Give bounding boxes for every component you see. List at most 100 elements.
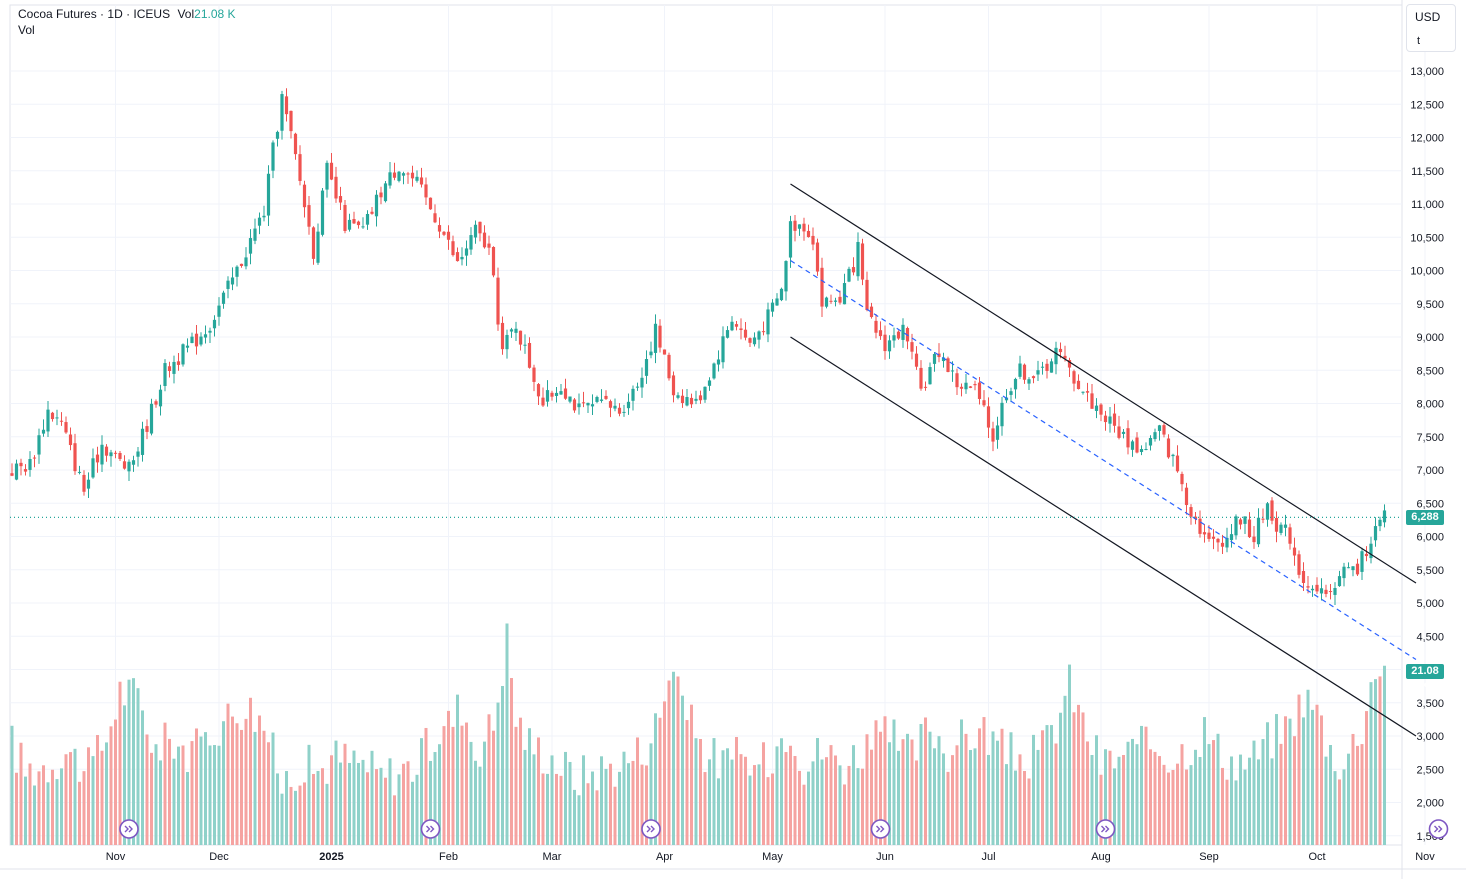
currency-unit-selector[interactable]: USD t	[1406, 4, 1456, 52]
candle-body	[455, 252, 460, 262]
volume-bar	[1288, 718, 1292, 845]
candle-body	[775, 298, 779, 306]
volume-bar	[843, 784, 846, 845]
candle-body	[1229, 534, 1234, 541]
candle-body	[158, 389, 163, 407]
volume-bar	[730, 759, 734, 845]
candle-body	[973, 384, 977, 386]
volume-bar	[847, 765, 851, 845]
time-tick-label: Dec	[209, 851, 229, 863]
volume-bar	[1032, 734, 1035, 845]
candle-body	[140, 428, 145, 455]
price-tick-label: 11,000	[1411, 199, 1444, 211]
volume-bar	[181, 745, 185, 845]
volume-bar	[127, 679, 131, 845]
volume-bar	[105, 742, 108, 845]
candle-body	[1058, 348, 1063, 353]
candle-body	[1292, 547, 1297, 556]
candle-body	[770, 302, 775, 312]
candle-body	[1135, 437, 1139, 453]
candle-body	[563, 388, 568, 399]
candle-body	[766, 309, 770, 335]
candle-body	[757, 331, 761, 340]
volume-bar	[262, 730, 266, 845]
volume-bar	[465, 722, 468, 845]
volume-bar	[861, 768, 864, 845]
volume-bar	[699, 738, 702, 845]
volume-bar	[1027, 778, 1031, 845]
arrow-right-circle-icon[interactable]	[1095, 819, 1116, 839]
candle-body	[779, 288, 784, 301]
candle-body	[307, 205, 311, 227]
volume-bar	[447, 710, 450, 845]
candle-body	[1382, 510, 1387, 523]
volume-bar	[609, 763, 612, 845]
volume-bar	[564, 751, 567, 845]
candle-body	[1355, 563, 1360, 575]
arrow-right-circle-icon[interactable]	[1428, 819, 1449, 839]
candle-body	[860, 243, 865, 280]
candle-body	[941, 357, 946, 362]
candle-body	[559, 391, 563, 395]
candle-body	[1301, 571, 1306, 583]
volume-bar	[87, 747, 90, 845]
volume-bar	[469, 741, 473, 845]
symbol-name[interactable]: Cocoa Futures	[18, 7, 97, 21]
interval-label[interactable]: 1D	[107, 7, 123, 21]
volume-bar	[1063, 695, 1067, 845]
volume-bar	[802, 784, 806, 845]
candle-body	[1328, 591, 1333, 593]
volume-bar	[1086, 741, 1089, 845]
volume-bar	[1005, 764, 1008, 845]
arrow-right-circle-icon[interactable]	[870, 819, 891, 839]
volume-bar	[519, 717, 522, 845]
arrow-right-circle-icon[interactable]	[641, 819, 661, 839]
candle-body	[190, 336, 194, 344]
candle-body	[991, 428, 995, 442]
arrow-right-circle-icon[interactable]	[420, 819, 441, 839]
volume-bar	[1239, 754, 1242, 845]
candle-body	[599, 399, 604, 401]
candle-body	[1207, 532, 1211, 539]
volume-bar	[667, 680, 671, 845]
volume-bar	[69, 752, 72, 845]
volume-bar	[388, 758, 392, 845]
candle-body	[901, 324, 905, 340]
candle-body	[1130, 441, 1135, 450]
candle-body	[1180, 473, 1184, 485]
volume-bar	[267, 742, 270, 845]
price-tick-label: 7,500	[1416, 432, 1444, 444]
volume-bar	[258, 715, 261, 845]
candle-body	[1333, 587, 1337, 595]
candle-body	[388, 172, 392, 186]
candle-body	[464, 248, 469, 256]
candle-body	[847, 268, 851, 282]
candle-body	[199, 336, 203, 345]
volume-bar	[82, 771, 86, 845]
volume-bar	[892, 719, 896, 845]
volume-bar	[91, 756, 95, 845]
candle-body	[707, 380, 712, 386]
volume-bar	[136, 688, 140, 845]
price-tick-label: 8,500	[1416, 365, 1444, 377]
volume-bar	[645, 765, 648, 845]
volume-bar	[627, 763, 630, 845]
candle-body	[127, 461, 131, 472]
candle-body	[1252, 536, 1256, 543]
candle-body	[595, 397, 599, 402]
volume-bar	[595, 790, 599, 845]
candle-body	[1126, 428, 1130, 448]
volume-bar	[150, 752, 153, 845]
arrow-right-circle-icon[interactable]	[119, 819, 139, 839]
candle-body	[1202, 532, 1207, 535]
candle-body	[1085, 391, 1090, 393]
volume-bar	[1081, 712, 1085, 845]
candle-body	[743, 329, 748, 338]
volume-bar	[483, 741, 486, 845]
candle-body	[14, 463, 19, 480]
volume-bar	[798, 770, 801, 845]
volume-bar	[1068, 664, 1071, 845]
legend-symbol-row[interactable]: Cocoa Futures · 1D · ICEUS Vol21.08 K	[18, 6, 236, 22]
